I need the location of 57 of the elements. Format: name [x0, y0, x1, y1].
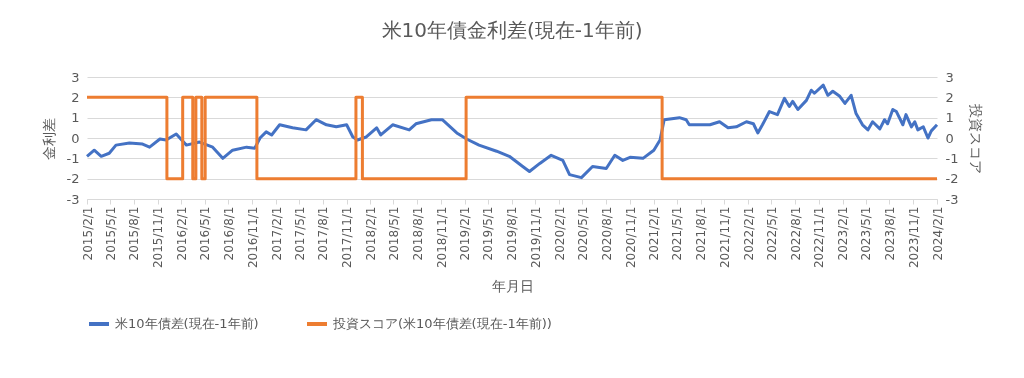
- x-tick-label: 2021/5/1: [670, 206, 685, 261]
- x-tick-label: 2017/2/1: [269, 206, 284, 261]
- x-tick-label: 2016/11/1: [245, 206, 260, 269]
- y-tick-label: -3: [66, 191, 80, 207]
- x-tick-label: 2019/2/1: [458, 206, 473, 261]
- y2-tick-label: 2: [945, 89, 954, 105]
- y2-tick-label: 1: [945, 110, 954, 126]
- x-tick-label: 2022/8/1: [788, 206, 803, 261]
- y2-tick-label: -1: [945, 150, 959, 166]
- x-tick-label: 2020/11/1: [623, 206, 638, 269]
- x-tick-label: 2018/11/1: [434, 206, 449, 269]
- y-tick-label: 0: [71, 130, 80, 146]
- x-tick-label: 2024/2/1: [930, 206, 945, 261]
- y2-tick-label: -2: [945, 171, 959, 187]
- y2-tick-label: 3: [945, 69, 954, 85]
- y2-axis-title: 投資スコア: [968, 102, 985, 174]
- x-tick-label: 2019/11/1: [528, 206, 543, 269]
- x-tick-label: 2022/11/1: [812, 206, 827, 269]
- x-tick-label: 2020/2/1: [552, 206, 567, 261]
- x-tick-label: 2022/5/1: [764, 206, 779, 261]
- x-tick-label: 2018/5/1: [386, 206, 401, 261]
- x-tick-label: 2019/5/1: [481, 206, 496, 261]
- y2-tick-label: 0: [945, 130, 954, 146]
- y-axis-title: 金利差: [40, 117, 57, 160]
- x-tick-label: 2016/8/1: [221, 206, 236, 261]
- y-tick-label: -1: [66, 150, 80, 166]
- x-tick-label: 2022/2/1: [741, 206, 756, 261]
- x-tick-label: 2023/11/1: [906, 206, 921, 269]
- x-tick-label: 2023/8/1: [882, 206, 897, 261]
- legend-label: 投資スコア(米10年債差(現在-1年前)): [332, 316, 552, 331]
- x-tick-label: 2019/8/1: [505, 206, 520, 261]
- x-tick-label: 2015/2/1: [80, 206, 95, 261]
- x-tick-label: 2021/11/1: [717, 206, 732, 269]
- x-tick-label: 2015/8/1: [127, 206, 142, 261]
- chart-title: 米10年債金利差(現在-1年前): [381, 18, 643, 42]
- x-tick-label: 2023/5/1: [859, 206, 874, 261]
- y2-tick-label: -3: [945, 191, 959, 207]
- x-tick-label: 2018/2/1: [363, 206, 378, 261]
- y-tick-label: 1: [71, 110, 80, 126]
- y-tick-label: 3: [71, 69, 80, 85]
- x-tick-label: 2021/8/1: [694, 206, 709, 261]
- x-tick-label: 2016/5/1: [198, 206, 213, 261]
- x-tick-label: 2016/2/1: [174, 206, 189, 261]
- x-tick-label: 2017/8/1: [316, 206, 331, 261]
- y-tick-label: 2: [71, 89, 80, 105]
- x-tick-label: 2023/2/1: [836, 206, 851, 261]
- x-tick-label: 2020/5/1: [575, 206, 590, 261]
- x-tick-label: 2020/8/1: [599, 206, 614, 261]
- x-tick-label: 2017/11/1: [340, 206, 355, 269]
- x-tick-label: 2017/5/1: [292, 206, 307, 261]
- legend-label: 米10年債差(現在-1年前): [115, 316, 259, 331]
- x-axis-title: 年月日: [491, 278, 534, 295]
- x-tick-label: 2018/8/1: [410, 206, 425, 261]
- x-tick-label: 2015/11/1: [151, 206, 166, 269]
- x-tick-label: 2021/2/1: [647, 206, 662, 261]
- x-tick-label: 2015/5/1: [103, 206, 118, 261]
- y-tick-label: -2: [66, 171, 80, 187]
